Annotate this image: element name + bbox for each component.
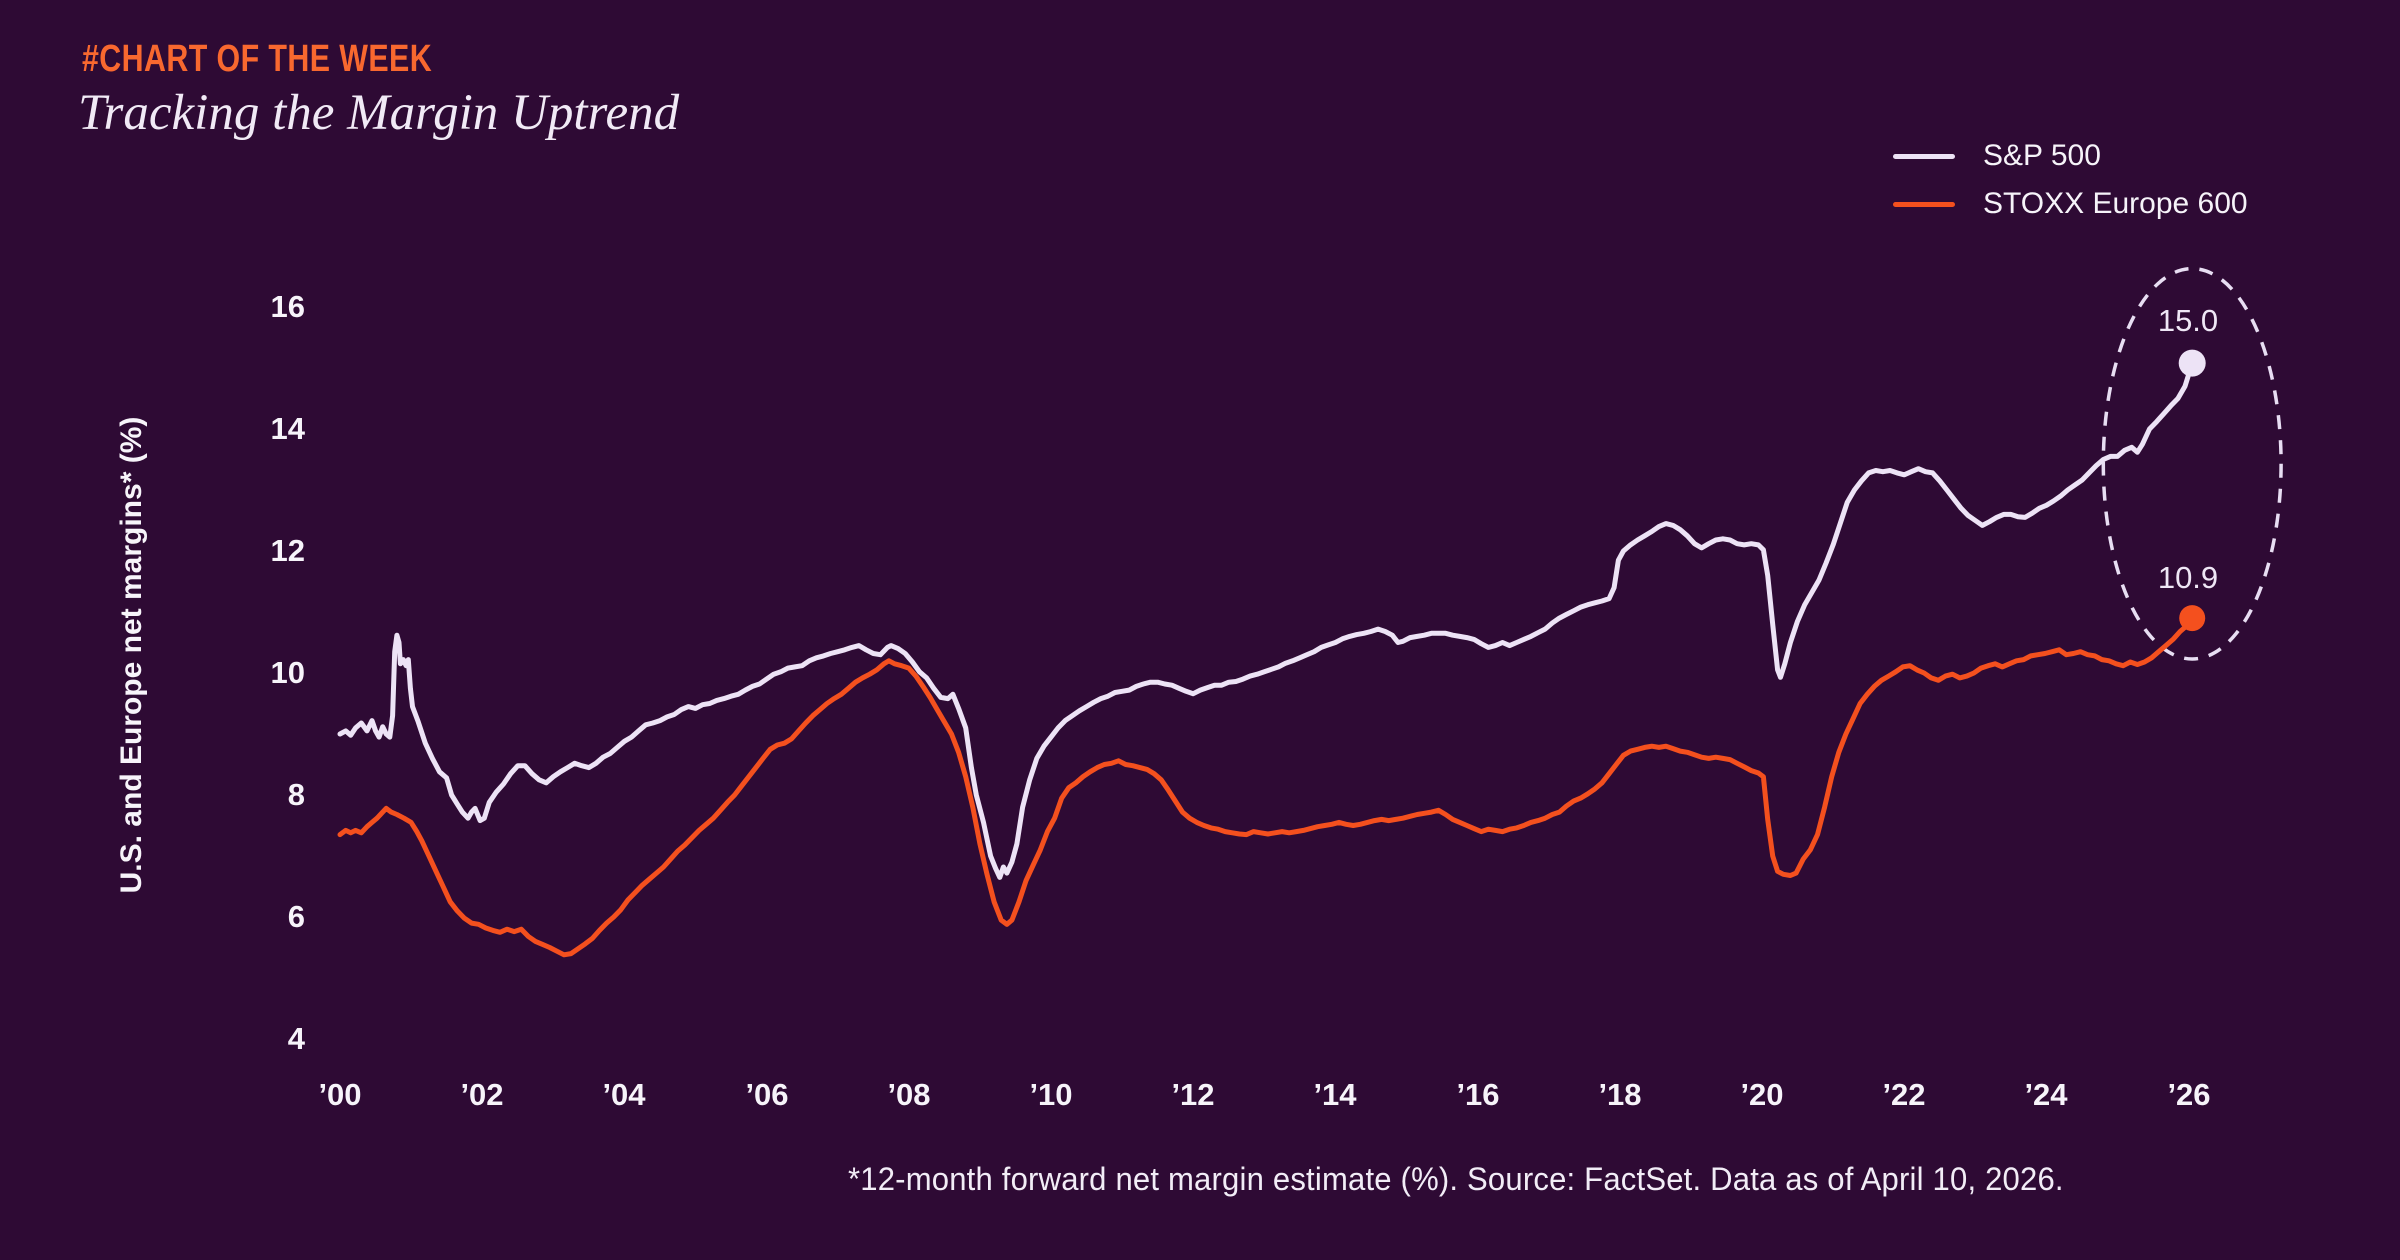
legend-item-sp500: S&P 500: [1893, 132, 2248, 180]
sp500-end-value-label: 15.0: [2157, 303, 2219, 338]
x-tick-24: ’24: [2024, 1077, 2068, 1112]
x-tick-26: ’26: [2167, 1077, 2211, 1112]
y-tick-16: 16: [270, 289, 305, 324]
x-tick-14: ’14: [1313, 1077, 1357, 1112]
y-tick-14: 14: [270, 411, 305, 446]
x-tick-10: ’10: [1029, 1077, 1073, 1112]
x-tick-16: ’16: [1456, 1077, 1500, 1112]
endpoint-highlight-ellipse: [2101, 266, 2283, 661]
kicker-chart-of-the-week: #CHART OF THE WEEK: [82, 38, 433, 80]
y-tick-12: 12: [270, 533, 305, 568]
x-tick-20: ’20: [1740, 1077, 1784, 1112]
legend-item-stoxx: STOXX Europe 600: [1893, 180, 2248, 228]
x-tick-12: ’12: [1171, 1077, 1215, 1112]
x-tick-00: ’00: [318, 1077, 362, 1112]
y-tick-10: 10: [270, 655, 305, 690]
sp500-endpoint-dot: [2178, 349, 2206, 377]
x-tick-04: ’04: [602, 1077, 646, 1112]
source-footnote: *12-month forward net margin estimate (%…: [848, 1161, 2064, 1197]
x-tick-08: ’08: [887, 1077, 931, 1112]
legend-label-stoxx: STOXX Europe 600: [1983, 187, 2248, 220]
y-tick-8: 8: [287, 777, 305, 812]
stoxx-line: [337, 615, 2195, 958]
x-tick-22: ’22: [1882, 1077, 1926, 1112]
x-tick-06: ’06: [745, 1077, 789, 1112]
x-tick-02: ’02: [460, 1077, 504, 1112]
stoxx-end-value-label: 10.9: [2157, 560, 2219, 595]
legend-label-sp500: S&P 500: [1983, 139, 2101, 172]
page-title: Tracking the Margin Uptrend: [78, 85, 680, 141]
sp500-line: [337, 360, 2195, 880]
y-tick-6: 6: [287, 899, 305, 934]
stoxx-line-swatch-icon: [1893, 201, 1955, 207]
y-tick-4: 4: [287, 1021, 305, 1056]
x-tick-18: ’18: [1598, 1077, 1642, 1112]
stoxx-endpoint-dot: [2179, 605, 2206, 632]
legend: S&P 500 STOXX Europe 600: [1893, 132, 2248, 228]
sp500-line-swatch-icon: [1893, 153, 1955, 159]
